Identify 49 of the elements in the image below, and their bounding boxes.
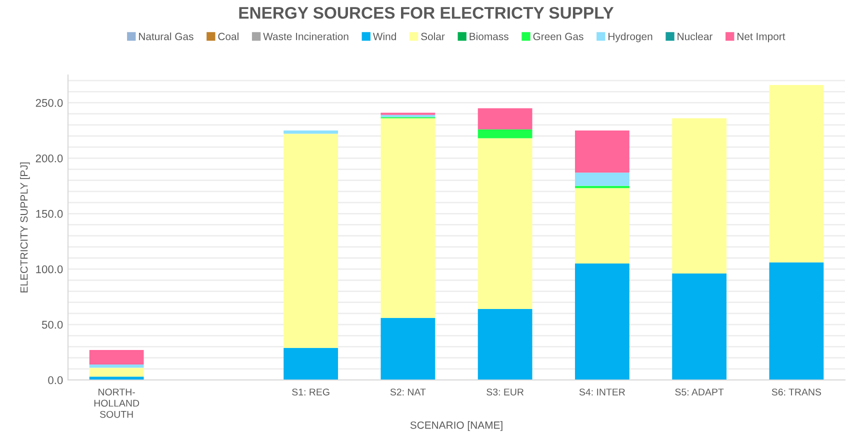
- bar: [478, 108, 532, 130]
- bar: [769, 262, 824, 380]
- y-tick-label: 250.0: [36, 98, 63, 107]
- legend-label: Solar: [421, 32, 445, 40]
- x-tick-label: S1: REG: [292, 388, 330, 396]
- x-tick-label: S5: ADAPT: [675, 388, 724, 396]
- x-tick-label: NORTH- HOLLAND SOUTH: [94, 388, 140, 418]
- legend-label: Hydrogen: [608, 32, 652, 42]
- bar: [89, 376, 144, 380]
- bar: [672, 274, 727, 380]
- bar: [380, 114, 436, 118]
- bar: [672, 118, 727, 274]
- legend-label: Waste Incineration: [263, 32, 348, 40]
- bar: [478, 129, 532, 138]
- legend-label: Biomass: [470, 32, 508, 40]
- legend-label: Green Gas: [533, 32, 584, 40]
- y-tick-label: 150.0: [36, 210, 63, 218]
- y-tick-label: 200.0: [36, 154, 63, 162]
- bar: [89, 368, 144, 377]
- y-tick-label: 0.0: [48, 376, 63, 384]
- bar: [478, 138, 532, 310]
- bar: [574, 264, 630, 380]
- x-tick-label: S6: TRANS: [772, 388, 822, 396]
- bar: [574, 188, 630, 264]
- bar: [574, 186, 630, 188]
- legend-label: Natural Gas: [139, 32, 194, 40]
- x-tick-label: S2: NAT: [390, 388, 426, 396]
- bar: [89, 350, 144, 364]
- bar: [380, 318, 436, 380]
- legend-label: Nuclear: [678, 32, 713, 40]
- chart-title: ENERGY SOURCES FOR ELECTRICTY SUPPLY: [239, 6, 614, 19]
- y-axis-title: ELECTRICITY SUPPLY [PJ]: [20, 162, 30, 292]
- bar: [574, 172, 630, 186]
- legend-label: Coal: [218, 32, 238, 40]
- x-tick-label: S4: INTER: [579, 388, 625, 396]
- x-tick-label: S3: EUR: [486, 388, 524, 396]
- bar: [769, 84, 824, 262]
- y-tick-label: 50.0: [42, 320, 63, 329]
- bar: [89, 364, 144, 368]
- x-axis-title: SCENARIO [NAME]: [410, 421, 502, 431]
- bar: [284, 130, 338, 134]
- bar: [284, 348, 338, 380]
- bar: [380, 118, 436, 318]
- bar: [478, 309, 532, 380]
- y-tick-label: 100.0: [36, 265, 63, 274]
- bar: [284, 134, 338, 348]
- legend-label: Wind: [372, 32, 396, 40]
- bar: [574, 130, 630, 173]
- legend-label: Net Import: [737, 32, 786, 42]
